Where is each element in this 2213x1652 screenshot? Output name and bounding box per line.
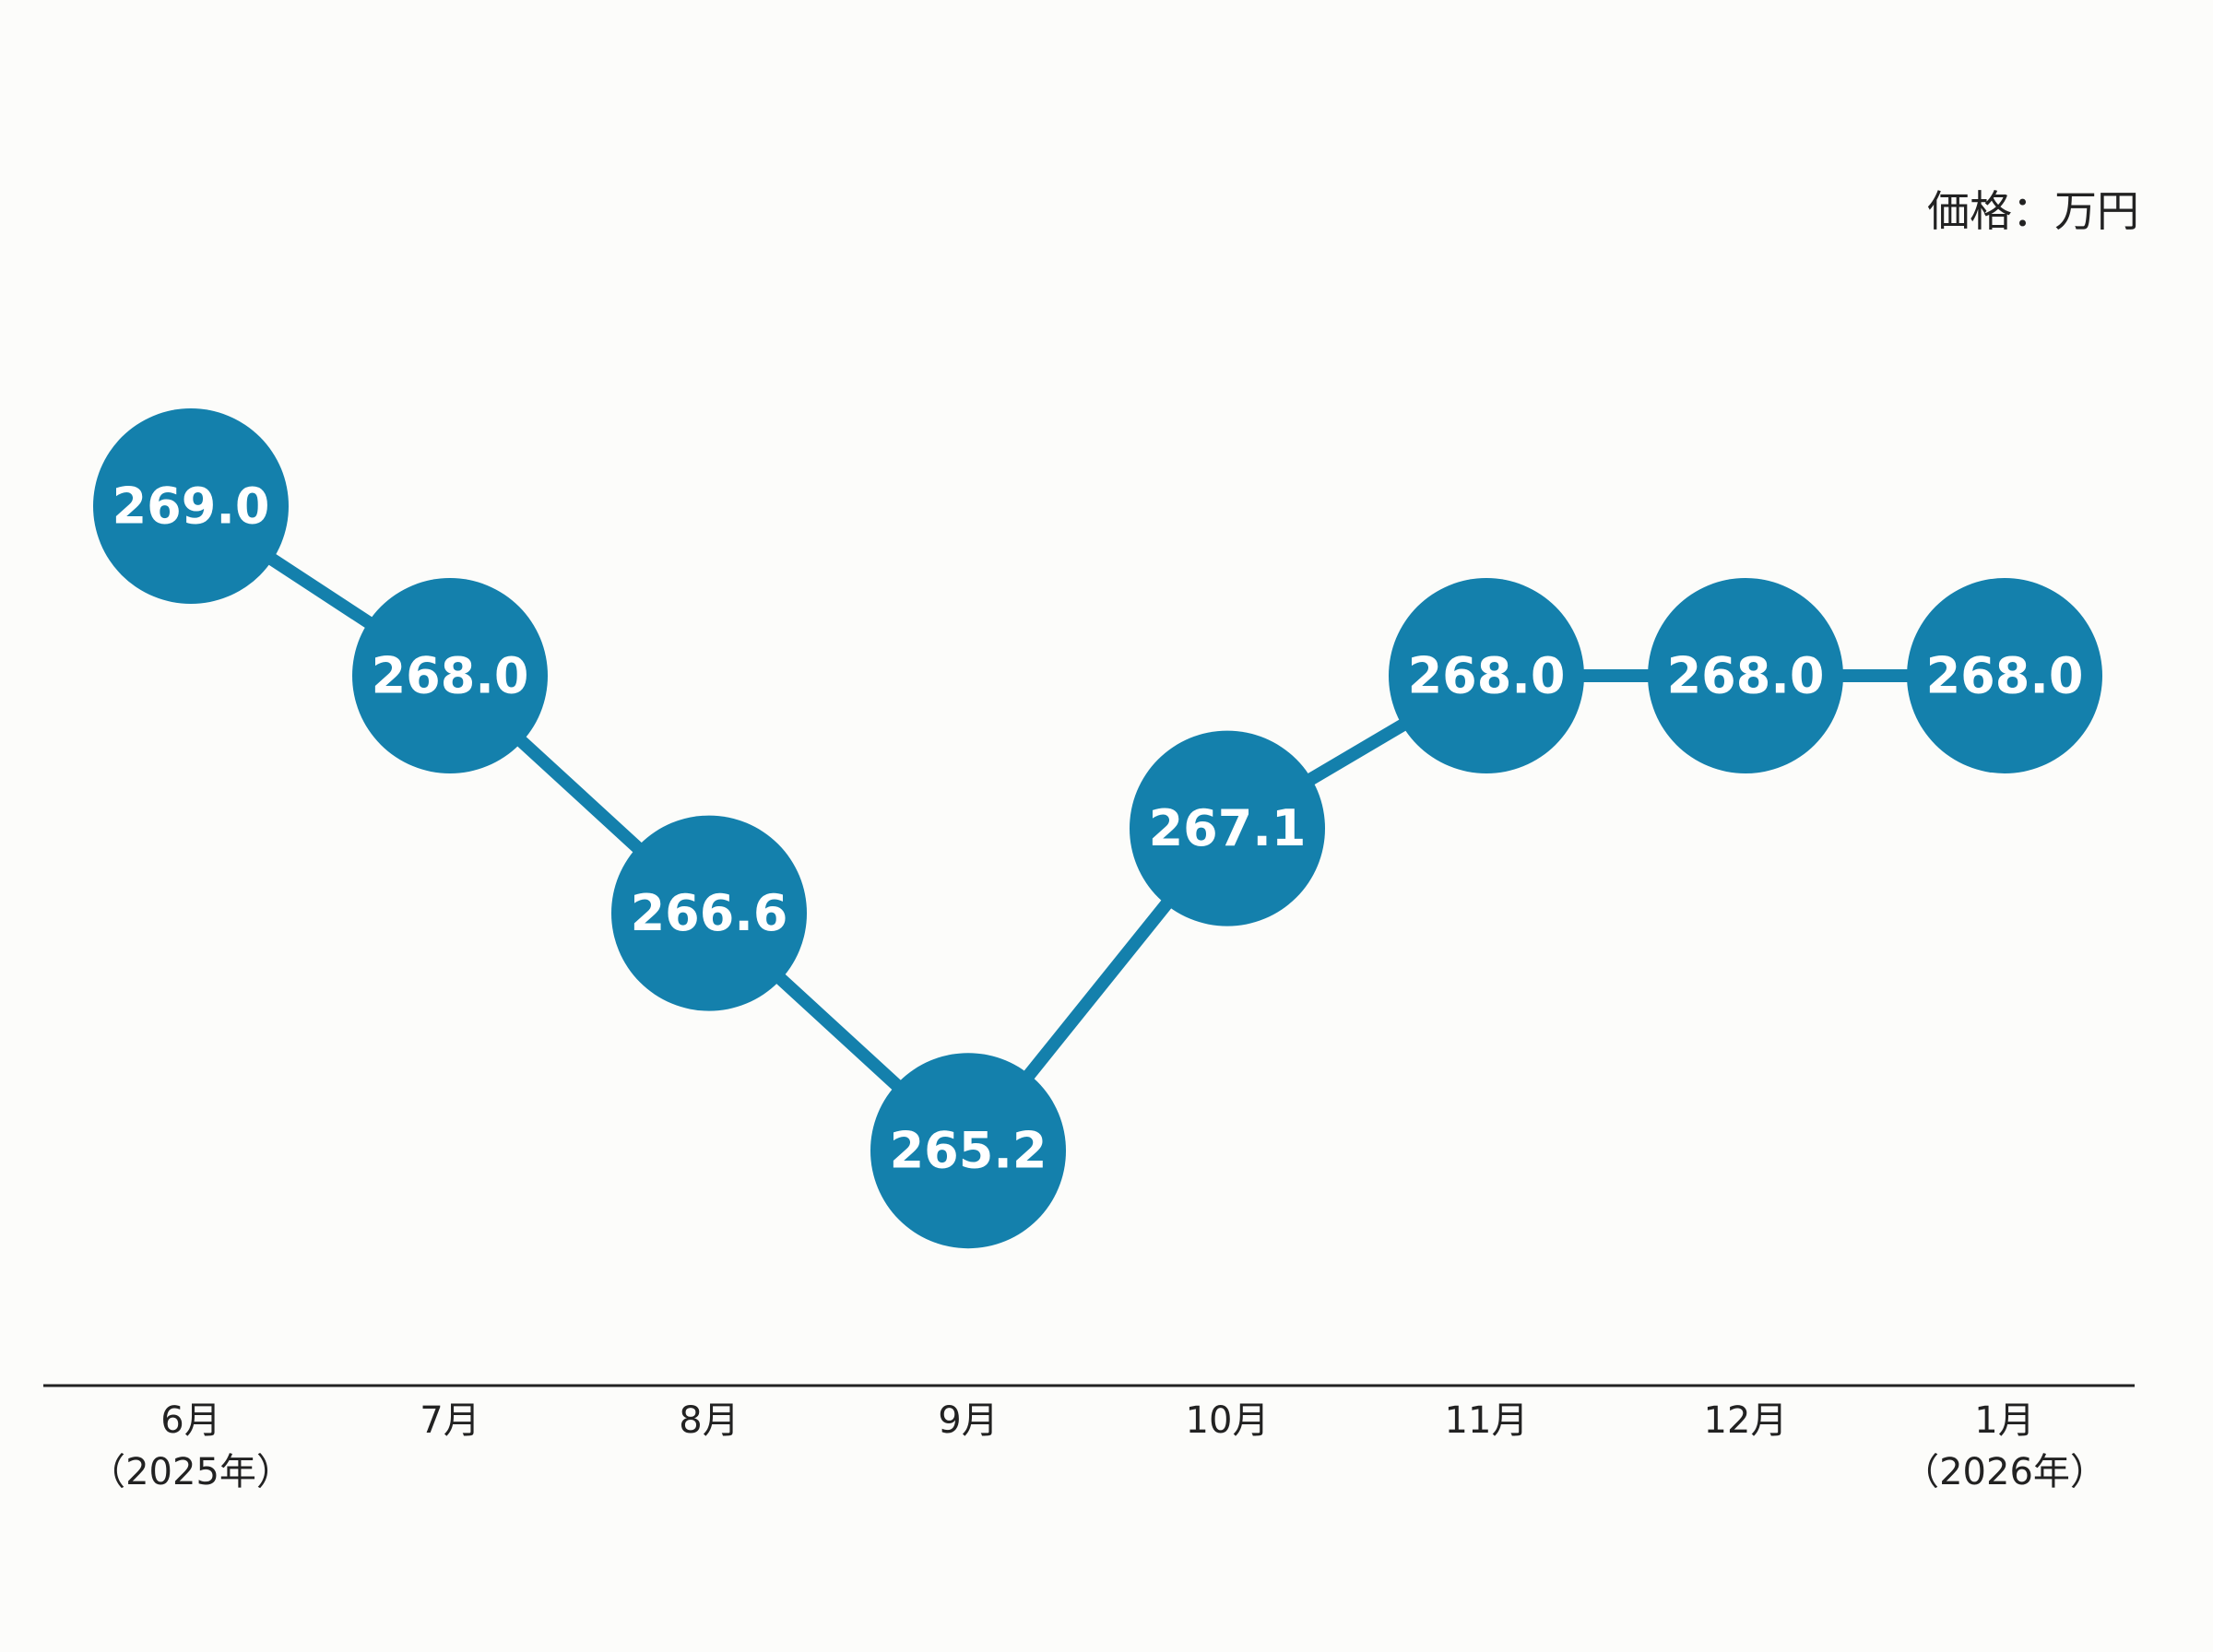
data-point-marker bbox=[1907, 578, 2102, 773]
data-value-label: 269.0 bbox=[112, 478, 270, 536]
data-point-marker bbox=[1389, 578, 1584, 773]
data-point-marker bbox=[1130, 730, 1325, 926]
x-tick-label: 1月 bbox=[1974, 1399, 2034, 1442]
x-tick-label: 6月 bbox=[160, 1399, 220, 1442]
x-tick-label: 11月 bbox=[1445, 1399, 1529, 1442]
data-point-marker bbox=[352, 578, 548, 773]
x-tick-label: 7月 bbox=[420, 1399, 479, 1442]
data-value-label: 267.1 bbox=[1149, 799, 1307, 857]
data-value-label: 266.6 bbox=[631, 884, 788, 942]
x-tick-label: 10月 bbox=[1186, 1399, 1270, 1442]
data-point-marker bbox=[1648, 578, 1843, 773]
x-tick-label: 12月 bbox=[1704, 1399, 1788, 1442]
data-value-label: 268.0 bbox=[1408, 647, 1566, 705]
data-value-label: 268.0 bbox=[1667, 647, 1825, 705]
data-point-marker bbox=[870, 1053, 1066, 1249]
data-point-marker bbox=[93, 408, 289, 604]
data-value-label: 268.0 bbox=[1926, 647, 2084, 705]
data-point-marker bbox=[611, 815, 807, 1011]
x-tick-label: 9月 bbox=[938, 1399, 998, 1442]
unit-label: 価格：万円 bbox=[1927, 186, 2139, 236]
x-tick-year-label: （2026年） bbox=[1902, 1451, 2107, 1493]
x-axis-tick-labels: 6月 （2025年） 7月 8月 9月 10月 11月 12月 1月 （2026年） bbox=[89, 1399, 2107, 1493]
x-tick-year-label: （2025年） bbox=[89, 1451, 293, 1493]
data-markers: 269.0 268.0 266.6 265.2 267.1 268.0 268.0 268.0 bbox=[93, 408, 2102, 1249]
data-value-label: 265.2 bbox=[890, 1122, 1047, 1180]
data-value-label: 268.0 bbox=[372, 647, 529, 705]
x-tick-label: 8月 bbox=[679, 1399, 739, 1442]
